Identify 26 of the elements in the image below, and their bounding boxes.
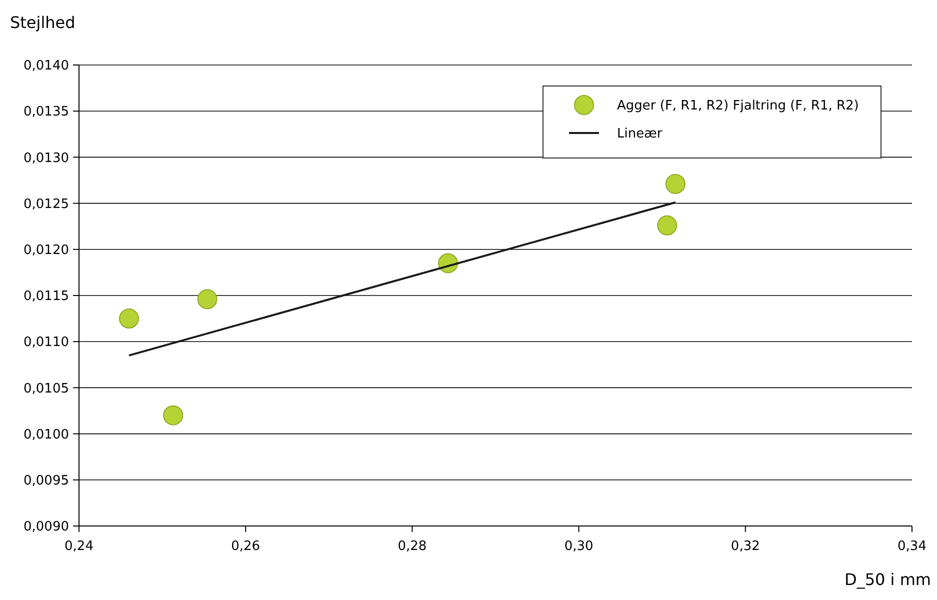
x-tick-label: 0,26 — [231, 539, 260, 554]
y-tick-label: 0,0105 — [24, 381, 69, 396]
x-tick-label: 0,24 — [64, 539, 94, 554]
y-tick-label: 0,0090 — [24, 520, 69, 535]
y-tick-label: 0,0120 — [24, 242, 69, 258]
legend-label: Agger (F, R1, R2) Fjaltring (F, R1, R2) — [617, 98, 859, 114]
y-tick-label: 0,0140 — [24, 58, 69, 74]
y-tick-label: 0,0125 — [24, 196, 69, 212]
y-axis-title: Stejlhed — [10, 13, 76, 32]
y-tick-label: 0,0100 — [24, 427, 69, 442]
x-tick-label: 0,28 — [398, 539, 427, 554]
x-tick-label: 0,32 — [730, 539, 760, 554]
point — [197, 289, 218, 310]
point — [657, 215, 678, 236]
point — [665, 174, 686, 194]
point — [118, 308, 139, 329]
x-axis-title: D_50 i mm — [844, 570, 931, 589]
legend-label: Lineær — [617, 126, 663, 142]
x-tick-label: 0,30 — [564, 539, 594, 554]
y-tick-label: 0,0115 — [24, 289, 69, 304]
y-tick-label: 0,0095 — [24, 473, 69, 488]
point — [163, 405, 184, 426]
y-tick-label: 0,0110 — [24, 335, 69, 350]
y-tick-label: 0,0130 — [24, 150, 69, 166]
x-tick-label: 0,34 — [898, 539, 926, 554]
y-tick-label: 0,0135 — [24, 104, 69, 120]
